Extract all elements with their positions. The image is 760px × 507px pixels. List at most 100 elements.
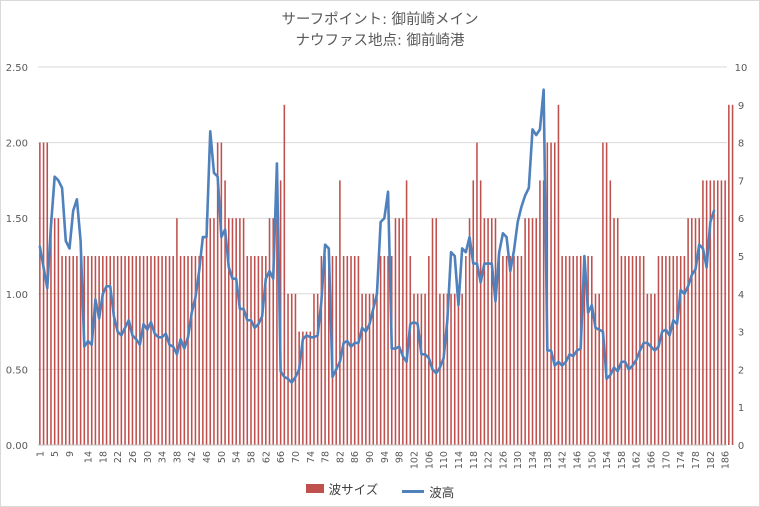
bar (539, 180, 541, 445)
bar (320, 256, 323, 445)
bar (731, 104, 734, 446)
bar (161, 256, 163, 445)
bar (216, 142, 219, 445)
bar (227, 218, 230, 445)
chart-title: サーフポイント: 御前崎メイン (281, 12, 479, 28)
legend-item-wave-size: 波サイズ (305, 479, 379, 498)
bar (153, 256, 156, 445)
bar (146, 256, 149, 445)
x-tick-label: 46 (202, 451, 213, 463)
bar (105, 256, 108, 445)
x-tick-label: 106 (424, 451, 435, 469)
bar (253, 256, 256, 445)
bar (131, 256, 134, 445)
bar (691, 218, 693, 445)
y-left-tick-label: 2.00 (6, 139, 28, 150)
y-right-tick-label: 6 (738, 214, 744, 225)
bar (120, 256, 123, 445)
x-tick-label: 58 (246, 451, 257, 463)
y-right-tick-label: 0 (738, 441, 744, 452)
bar (679, 256, 682, 445)
bar (261, 256, 263, 445)
bar (457, 293, 460, 445)
bar (572, 256, 575, 445)
bar (428, 256, 430, 445)
bar (620, 256, 623, 445)
bar (468, 218, 471, 445)
bar (646, 293, 649, 445)
bar (224, 180, 226, 445)
bar (268, 218, 271, 445)
bar (402, 218, 404, 445)
bar (65, 256, 67, 445)
y-left-tick-label: 1.00 (6, 290, 28, 301)
bar (87, 256, 89, 445)
bar (383, 256, 386, 445)
bar (713, 180, 715, 445)
y-left-tick-label: 0.50 (6, 365, 28, 376)
x-tick-label: 62 (261, 451, 272, 463)
bar (472, 180, 475, 445)
x-tick-label: 142 (558, 451, 569, 469)
bar (716, 180, 719, 445)
y-right-tick-label: 8 (738, 139, 744, 150)
bar (194, 256, 197, 445)
x-tick-label: 86 (350, 451, 361, 463)
bar (694, 218, 697, 445)
bar (168, 256, 171, 445)
bar (57, 218, 60, 445)
legend-label-wave-size: 波サイズ (328, 482, 379, 497)
bar (90, 256, 93, 445)
bar (209, 218, 212, 445)
x-tick-label: 138 (543, 451, 554, 469)
legend: 波サイズ 波高 (0, 479, 760, 501)
bar (68, 256, 71, 445)
bar (550, 142, 552, 445)
bar (231, 218, 234, 445)
bar (124, 256, 126, 445)
x-tick-label: 154 (602, 451, 613, 469)
x-tick-label: 42 (187, 451, 198, 463)
bar (502, 256, 504, 445)
y-right-tick-label: 2 (738, 365, 744, 376)
bar (235, 218, 237, 445)
bar (591, 256, 593, 445)
bar (368, 293, 371, 445)
bar (79, 256, 82, 445)
x-tick-label: 178 (691, 451, 702, 469)
bar (335, 256, 337, 445)
bar (605, 142, 608, 445)
bar (487, 218, 489, 445)
x-tick-label: 18 (98, 451, 109, 463)
bar (602, 142, 604, 445)
bar (202, 256, 204, 445)
bar (524, 218, 526, 445)
x-tick-label: 82 (335, 451, 346, 463)
bar (516, 256, 519, 445)
bar (342, 256, 345, 445)
bar (579, 256, 582, 445)
bar (568, 256, 571, 445)
bar (724, 180, 726, 445)
x-tick-label: 22 (113, 451, 124, 463)
bar (498, 256, 500, 445)
x-tick-label: 134 (528, 451, 539, 469)
x-tick-label: 170 (661, 451, 672, 469)
x-tick-label: 126 (498, 451, 509, 469)
bar (698, 218, 700, 445)
bar (668, 256, 671, 445)
bar (624, 256, 626, 445)
bar (176, 218, 178, 445)
bar (650, 293, 652, 445)
bar (179, 256, 182, 445)
bar (42, 142, 45, 445)
bar (127, 256, 130, 445)
bar (642, 256, 645, 445)
bar (479, 180, 482, 445)
wave-height-line (38, 88, 716, 384)
bar (490, 218, 493, 445)
bar (483, 218, 486, 445)
bar (98, 256, 100, 445)
bar (628, 256, 630, 445)
x-tick-label: 130 (513, 451, 524, 469)
